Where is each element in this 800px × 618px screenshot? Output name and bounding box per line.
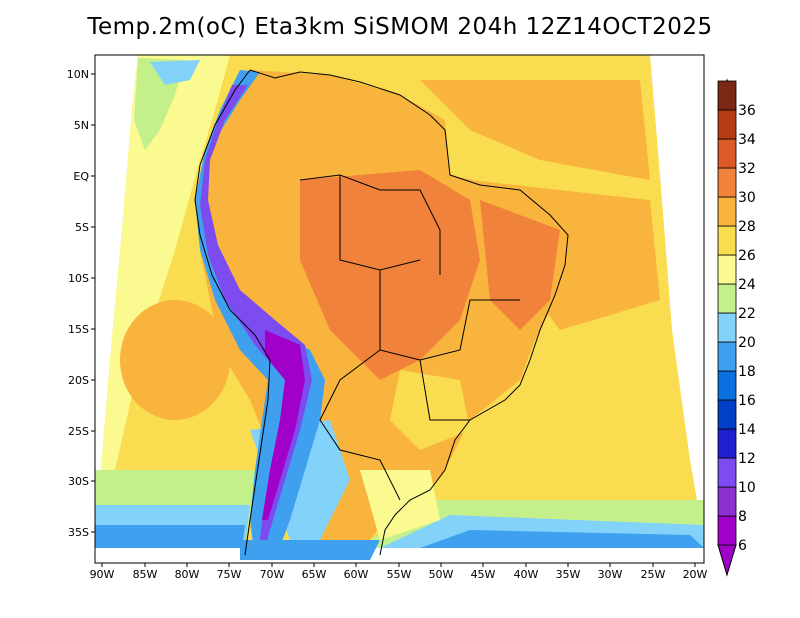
- colorbar-label: 28: [738, 219, 756, 235]
- latitude-axis: 10N 5N EQ 5S 10S 15S 20S 25S 30S 35S: [67, 68, 95, 539]
- lon-label: 65W: [302, 568, 327, 581]
- field-pacific-warm: [120, 300, 230, 420]
- colorbar-box: [717, 341, 737, 372]
- colorbar-box: [717, 254, 737, 285]
- lon-label: 45W: [471, 568, 496, 581]
- map-title: Temp.2m(oC) Eta3km SiSMOM 204h 12Z14OCT2…: [87, 14, 713, 40]
- colorbar-box: [717, 370, 737, 401]
- field-south-pacific-band3: [95, 525, 245, 548]
- lon-label: 40W: [514, 568, 539, 581]
- field-continent-hot: [300, 170, 480, 380]
- lat-label: 5N: [74, 119, 89, 132]
- lon-label: 35W: [556, 568, 581, 581]
- lat-label: 30S: [68, 475, 89, 488]
- pacific-coastline: [194, 69, 271, 556]
- field-pacific-west: [95, 55, 230, 540]
- colorbar-label: 14: [738, 422, 756, 438]
- colorbar-label: 18: [738, 364, 756, 380]
- colorbar-label: 16: [738, 393, 756, 409]
- field-pacific-nw-cool: [150, 60, 200, 85]
- lat-label: 20S: [68, 374, 89, 387]
- lon-label: 75W: [217, 568, 242, 581]
- lon-label: 90W: [90, 568, 115, 581]
- lon-label: 20W: [683, 568, 708, 581]
- colorbar-box: [717, 428, 737, 459]
- lat-label: 35S: [68, 526, 89, 539]
- colorbar-label: 26: [738, 248, 756, 264]
- colorbar-label: 32: [738, 161, 756, 177]
- colorbar-box: [717, 225, 737, 256]
- lat-label: 10S: [68, 272, 89, 285]
- colorbar-label: 6: [738, 538, 747, 554]
- lon-label: 55W: [387, 568, 412, 581]
- colorbar-box: [717, 457, 737, 488]
- colorbar-box: [717, 138, 737, 169]
- colorbar-label: 24: [738, 277, 756, 293]
- colorbar-box: [717, 515, 737, 546]
- lat-label: 5S: [75, 221, 89, 234]
- lon-label: 50W: [429, 568, 454, 581]
- colorbar-box: [717, 109, 737, 140]
- colorbar-box: [717, 399, 737, 430]
- colorbar-label: 30: [738, 190, 756, 206]
- colorbar-box: [717, 283, 737, 314]
- lon-label: 80W: [175, 568, 200, 581]
- colorbar-box: [717, 167, 737, 198]
- colorbar: 6 8 10 12 14 16 18 20 22 24 26 28 30 32 …: [717, 78, 756, 577]
- lat-label: 10N: [67, 68, 89, 81]
- field-altiplano-coldest: [262, 330, 305, 520]
- colorbar-label: 36: [738, 103, 756, 119]
- lat-label: EQ: [73, 170, 89, 183]
- lon-label: 25W: [641, 568, 666, 581]
- field-northeast-hot: [480, 200, 560, 330]
- colorbar-box: [717, 80, 737, 111]
- temperature-field: [95, 55, 704, 560]
- lon-label: 60W: [344, 568, 369, 581]
- longitude-axis: 90W 85W 80W 75W 70W 65W 60W 55W 50W 45W …: [90, 563, 708, 581]
- field-southeast-mild: [390, 370, 470, 450]
- colorbar-label: 10: [738, 480, 756, 496]
- field-south-edge: [240, 540, 380, 560]
- field-atlantic-north-warm: [420, 80, 650, 180]
- colorbar-label: 22: [738, 306, 756, 322]
- colorbar-box: [717, 196, 737, 227]
- atlantic-coastline: [249, 69, 569, 556]
- country-borders: [299, 174, 520, 501]
- colorbar-box: [717, 486, 737, 517]
- lon-label: 30W: [598, 568, 623, 581]
- coastlines: [194, 69, 569, 556]
- colorbar-label: 12: [738, 451, 756, 467]
- colorbar-label: 34: [738, 132, 756, 148]
- lon-label: 85W: [133, 568, 158, 581]
- field-south-atlantic-band3: [420, 530, 704, 548]
- colorbar-label: 8: [738, 509, 747, 525]
- field-south-mild: [360, 470, 440, 540]
- lat-label: 25S: [68, 425, 89, 438]
- lat-label: 15S: [68, 323, 89, 336]
- lon-label: 70W: [260, 568, 285, 581]
- colorbar-box: [717, 312, 737, 343]
- colorbar-label: 20: [738, 335, 756, 351]
- colorbar-bottom-arrow: [717, 544, 737, 577]
